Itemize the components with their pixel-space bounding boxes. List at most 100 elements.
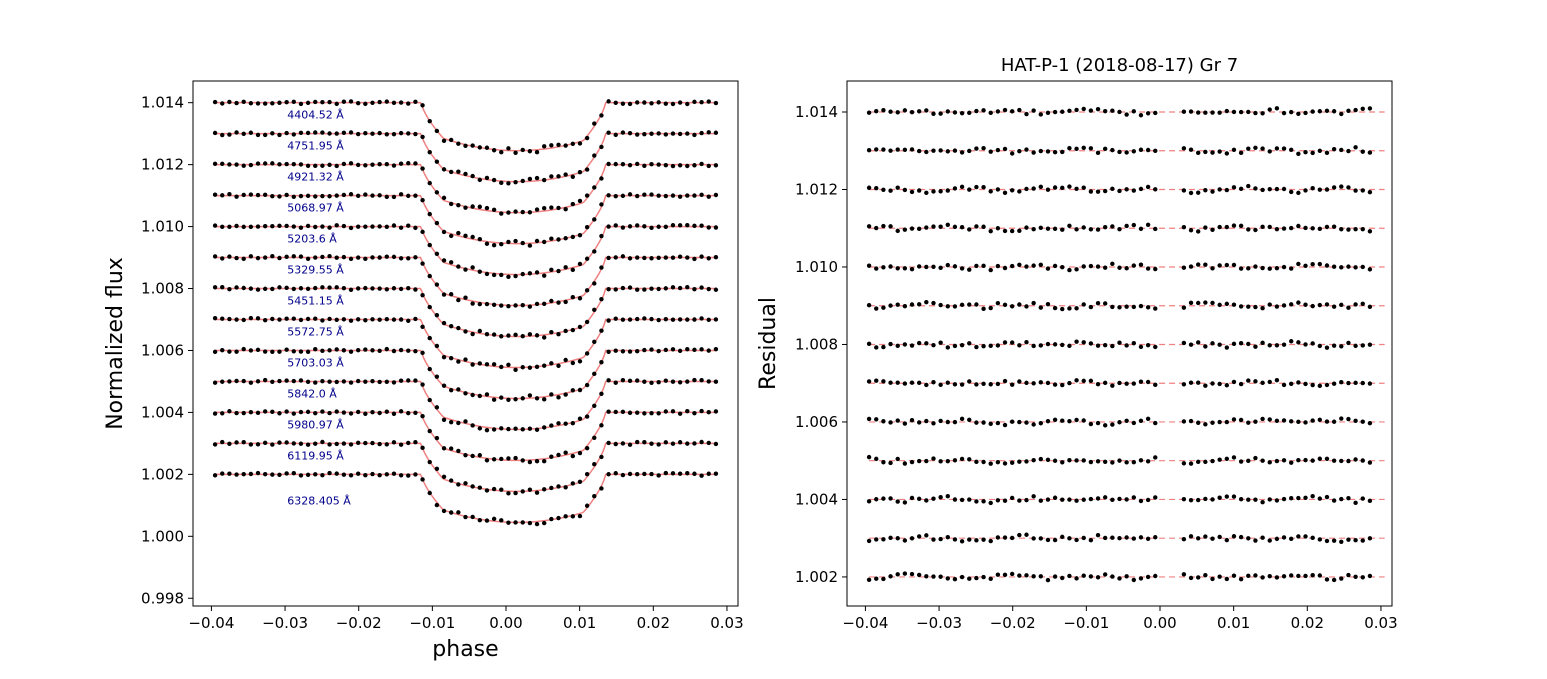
residual-point bbox=[1067, 343, 1072, 349]
residual-point bbox=[1274, 575, 1280, 580]
residual-point bbox=[995, 572, 1001, 577]
residual-point bbox=[909, 571, 915, 577]
flux-point bbox=[305, 472, 311, 477]
residual-point bbox=[1353, 574, 1358, 579]
flux-point bbox=[656, 380, 661, 385]
flux-point bbox=[456, 482, 461, 487]
left-y-axis-label: Normalized flux bbox=[103, 257, 128, 430]
residual-point bbox=[1367, 150, 1373, 155]
flux-point bbox=[341, 410, 347, 415]
residual-point bbox=[1281, 264, 1287, 270]
residual-point bbox=[1196, 497, 1201, 503]
flux-point bbox=[713, 225, 719, 230]
flux-point bbox=[427, 490, 432, 496]
flux-point bbox=[248, 254, 254, 259]
flux-point bbox=[642, 100, 647, 105]
residual-point bbox=[916, 226, 922, 232]
flux-point bbox=[699, 473, 704, 478]
flux-point bbox=[584, 193, 590, 198]
flux-point bbox=[613, 348, 618, 353]
residual-point bbox=[1353, 418, 1358, 424]
flux-point bbox=[255, 410, 261, 416]
residual-point bbox=[1153, 306, 1158, 311]
flux-point bbox=[391, 348, 397, 354]
flux-point bbox=[692, 256, 697, 262]
flux-point bbox=[277, 440, 282, 445]
residual-point bbox=[1253, 304, 1258, 310]
residual-point bbox=[1353, 265, 1358, 270]
flux-point bbox=[606, 193, 611, 198]
flux-point bbox=[341, 223, 347, 229]
flux-point bbox=[413, 472, 418, 477]
flux-point bbox=[355, 193, 361, 198]
residual-point bbox=[1131, 460, 1137, 465]
flux-point bbox=[549, 143, 554, 148]
flux-point bbox=[606, 99, 611, 104]
right-y-tick-label: 1.012 bbox=[795, 180, 838, 198]
residual-point bbox=[1196, 575, 1201, 580]
flux-point bbox=[677, 348, 683, 354]
flux-point bbox=[484, 175, 490, 181]
flux-point bbox=[456, 169, 461, 174]
residual-point bbox=[1339, 265, 1344, 270]
flux-point bbox=[570, 141, 576, 147]
residual-point bbox=[1296, 340, 1301, 345]
flux-point bbox=[685, 379, 690, 384]
residual-point bbox=[1110, 574, 1115, 579]
flux-point bbox=[391, 223, 397, 228]
flux-point bbox=[477, 237, 483, 242]
flux-point bbox=[270, 349, 275, 354]
flux-point bbox=[549, 423, 554, 428]
residual-point bbox=[888, 303, 893, 308]
flux-point bbox=[706, 130, 711, 135]
flux-point bbox=[663, 101, 669, 106]
flux-point bbox=[499, 426, 504, 431]
residual-point bbox=[1353, 107, 1358, 113]
flux-point bbox=[248, 471, 254, 477]
flux-point bbox=[577, 296, 583, 301]
residual-point bbox=[1317, 302, 1323, 308]
flux-point bbox=[277, 100, 282, 105]
residual-point bbox=[967, 341, 972, 346]
residual-point bbox=[895, 110, 900, 115]
flux-point bbox=[320, 130, 325, 135]
residual-point bbox=[1331, 577, 1337, 583]
left-x-tick-label: 0.02 bbox=[637, 614, 670, 632]
flux-point bbox=[527, 520, 533, 526]
residual-point bbox=[1038, 148, 1044, 154]
residual-point bbox=[988, 189, 993, 194]
residual-point bbox=[1153, 495, 1158, 500]
left-x-tick-label: −0.03 bbox=[262, 614, 308, 632]
residual-point bbox=[1052, 185, 1058, 190]
residual-point bbox=[888, 574, 893, 579]
residual-point bbox=[1031, 300, 1036, 306]
flux-point bbox=[406, 473, 411, 478]
flux-point bbox=[227, 224, 232, 230]
residual-point bbox=[866, 499, 872, 504]
residual-point bbox=[1009, 495, 1015, 501]
residual-point bbox=[1267, 149, 1272, 154]
residual-point bbox=[1052, 342, 1058, 347]
residual-point bbox=[1024, 573, 1029, 578]
residual-point bbox=[1110, 460, 1115, 465]
flux-point bbox=[506, 146, 511, 151]
residual-point bbox=[1131, 109, 1137, 114]
residual-point bbox=[1317, 417, 1323, 422]
flux-point bbox=[499, 303, 504, 308]
residual-point bbox=[1210, 381, 1215, 386]
residual-point bbox=[1231, 573, 1237, 578]
flux-point bbox=[527, 426, 533, 431]
residual-point bbox=[1052, 495, 1058, 500]
residual-point bbox=[1231, 494, 1237, 499]
residual-point bbox=[1031, 494, 1036, 499]
left-x-axis-label: phase bbox=[432, 637, 498, 662]
residual-point bbox=[1110, 343, 1115, 349]
residual-point bbox=[1231, 379, 1237, 385]
flux-point bbox=[420, 103, 425, 108]
residual-point bbox=[1274, 536, 1280, 542]
flux-point bbox=[692, 441, 697, 446]
flux-point bbox=[584, 256, 590, 261]
right-x-tick-label: −0.03 bbox=[916, 614, 962, 632]
